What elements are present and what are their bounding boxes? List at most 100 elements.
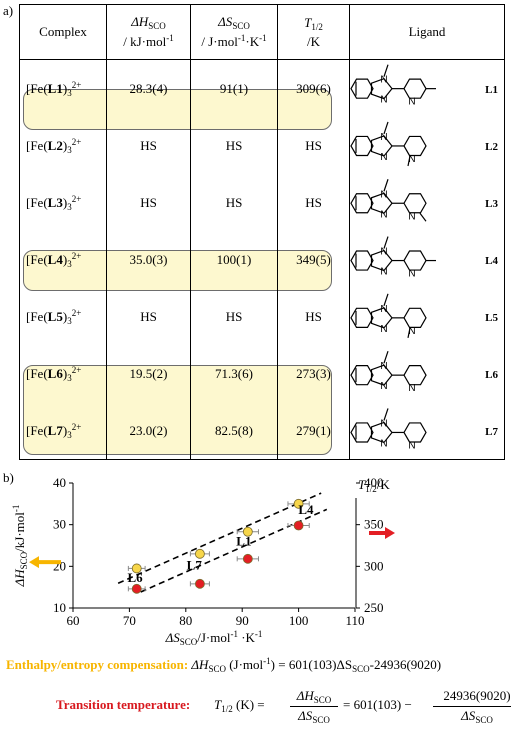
svg-text:N: N (408, 211, 415, 222)
panel-a-label: a) (3, 3, 14, 18)
point-label-l4: L4 (298, 502, 314, 517)
svg-text:N: N (380, 189, 387, 200)
svg-text:N: N (408, 97, 415, 108)
ligand-structure-l5: NN N (350, 293, 427, 338)
t12-point-3 (293, 520, 304, 531)
header-ds: ΔSSCO / J·mol-1·K-1 (190, 4, 278, 60)
t12-cell: 279(1) (277, 402, 350, 460)
t12-cell: HS (277, 288, 350, 345)
ligand-cell: L5 (349, 288, 505, 345)
svg-text:N: N (380, 132, 387, 143)
dh-cell: HS (106, 174, 191, 231)
t12-point-1 (194, 578, 205, 589)
dh-cell: HS (106, 117, 191, 174)
y-tick-label-left: 40 (53, 475, 66, 490)
sco-correlation-chart: 60 70 80 90 100 11010203040250300350400L6L7L1… (11, 475, 395, 647)
t12-point-2 (242, 553, 253, 564)
t12-cell: HS (277, 174, 350, 231)
table-row: [Fe(L7)32+ 23.0(2) 82.5(8) 279(1) L7 (19, 402, 505, 460)
ds-cell: HS (190, 288, 278, 345)
fit-line (117, 492, 322, 585)
table-header-row: Complex ΔHSCO / kJ·mol-1 ΔSSCO / J·mol-1… (19, 4, 505, 60)
svg-text:N: N (408, 326, 415, 337)
svg-text:N: N (380, 324, 387, 335)
svg-text:N: N (380, 95, 387, 106)
dh-cell: 35.0(3) (106, 231, 191, 288)
table-row: [Fe(L3)32+ HS HS HS L3 (19, 174, 505, 231)
sco-table: Complex ΔHSCO / kJ·mol-1 ΔSSCO / J·mol-1… (19, 4, 505, 460)
t12-cell: 349(5) (277, 231, 350, 288)
y-tick-label-right: 250 (364, 600, 384, 615)
x-tick-label: 90 (236, 613, 249, 628)
arrow-right-icon (369, 527, 395, 539)
ligand-structure-l6: NN N (350, 350, 427, 394)
y-axis-right-label: T1/2/K (358, 477, 390, 494)
x-tick-label: 70 (123, 613, 136, 628)
ds-cell: HS (190, 174, 278, 231)
fit-line (140, 508, 328, 593)
point-label-l6: L6 (127, 570, 143, 585)
dh-cell: 28.3(4) (106, 59, 191, 117)
y-tick-label-left: 10 (53, 600, 66, 615)
panel-b-label: b) (3, 470, 14, 485)
x-tick-label: 60 (67, 613, 80, 628)
point-label-l7: L7 (187, 558, 203, 573)
equation-enthalpy-entropy: Enthalpy/entropy compensation: ΔHSCO (J·… (6, 656, 442, 674)
ligand-cell: L2 (349, 117, 505, 174)
svg-text:N: N (380, 418, 387, 429)
dh-point-1 (194, 548, 205, 559)
y-tick-label-right: 300 (364, 558, 384, 573)
complex-cell: [Fe(L7)32+ (19, 402, 107, 460)
ligand-cell: L7 (349, 402, 505, 460)
header-dh: ΔHSCO / kJ·mol-1 (106, 4, 191, 60)
dh-cell: 23.0(2) (106, 402, 191, 460)
header-t12: T1/2 /K (277, 4, 350, 60)
ds-cell: 71.3(6) (190, 345, 278, 402)
table-row: [Fe(L5)32+ HS HS HS L5 (19, 288, 505, 345)
table-row: [Fe(L6)32+ 19.5(2) 71.3(6) 273(3) L6 (19, 345, 505, 402)
complex-cell: [Fe(L1)32+ (19, 59, 107, 117)
x-tick-label: 80 (179, 613, 192, 628)
ds-cell: 100(1) (190, 231, 278, 288)
ligand-structures: NN NNN NNN NNN NNN NNN NNN N (350, 64, 436, 451)
table-row: [Fe(L4)32+ 35.0(3) 100(1) 349(5) L4 (19, 231, 505, 288)
ds-cell: HS (190, 117, 278, 174)
ligand-structure-l4: NN N (350, 236, 436, 280)
svg-text:N: N (380, 152, 387, 163)
ligand-structure-l3: NN N (350, 179, 427, 222)
svg-text:N: N (380, 247, 387, 258)
svg-text:N: N (408, 269, 415, 280)
svg-text:N: N (408, 440, 415, 451)
arrow-left-icon (29, 556, 61, 569)
ligand-cell: L4 (349, 231, 505, 288)
svg-text:N: N (408, 383, 415, 394)
y-tick-label-right: 400 (364, 475, 384, 490)
x-tick-label: 110 (345, 613, 364, 628)
svg-text:N: N (380, 75, 387, 86)
x-axis-label: ΔSSCO/J·mol-1 ·K-1 (165, 629, 263, 647)
y-axis-left-label: ΔHSCO/kJ·mol-1 (11, 505, 29, 588)
x-tick-label: 100 (289, 613, 309, 628)
svg-text:N: N (380, 438, 387, 449)
svg-text:N: N (380, 361, 387, 372)
point-label-l1: L1 (236, 534, 251, 549)
eq1-label: Enthalpy/entropy compensation (6, 657, 184, 672)
svg-text:N: N (380, 304, 387, 315)
table-row: [Fe(L2)32+ HS HS HS L2 (19, 117, 505, 174)
svg-text:N: N (408, 154, 415, 165)
ligand-structure-l1: NN N (350, 64, 436, 108)
ligand-cell: L6 (349, 345, 505, 402)
t12-cell: HS (277, 117, 350, 174)
t12-cell: 309(6) (277, 59, 350, 117)
svg-text:N: N (380, 209, 387, 220)
ligand-structure-l7: NN N (350, 408, 427, 451)
eq2-label: Transition temperature: (56, 697, 191, 712)
complex-cell: [Fe(L5)32+ (19, 288, 107, 345)
t12-cell: 273(3) (277, 345, 350, 402)
ligand-structure-l2: NN N (350, 121, 427, 167)
dh-cell: HS (106, 288, 191, 345)
complex-cell: [Fe(L4)32+ (19, 231, 107, 288)
y-tick-label-right: 350 (364, 517, 384, 532)
y-tick-label-left: 30 (53, 517, 66, 532)
ds-cell: 82.5(8) (190, 402, 278, 460)
